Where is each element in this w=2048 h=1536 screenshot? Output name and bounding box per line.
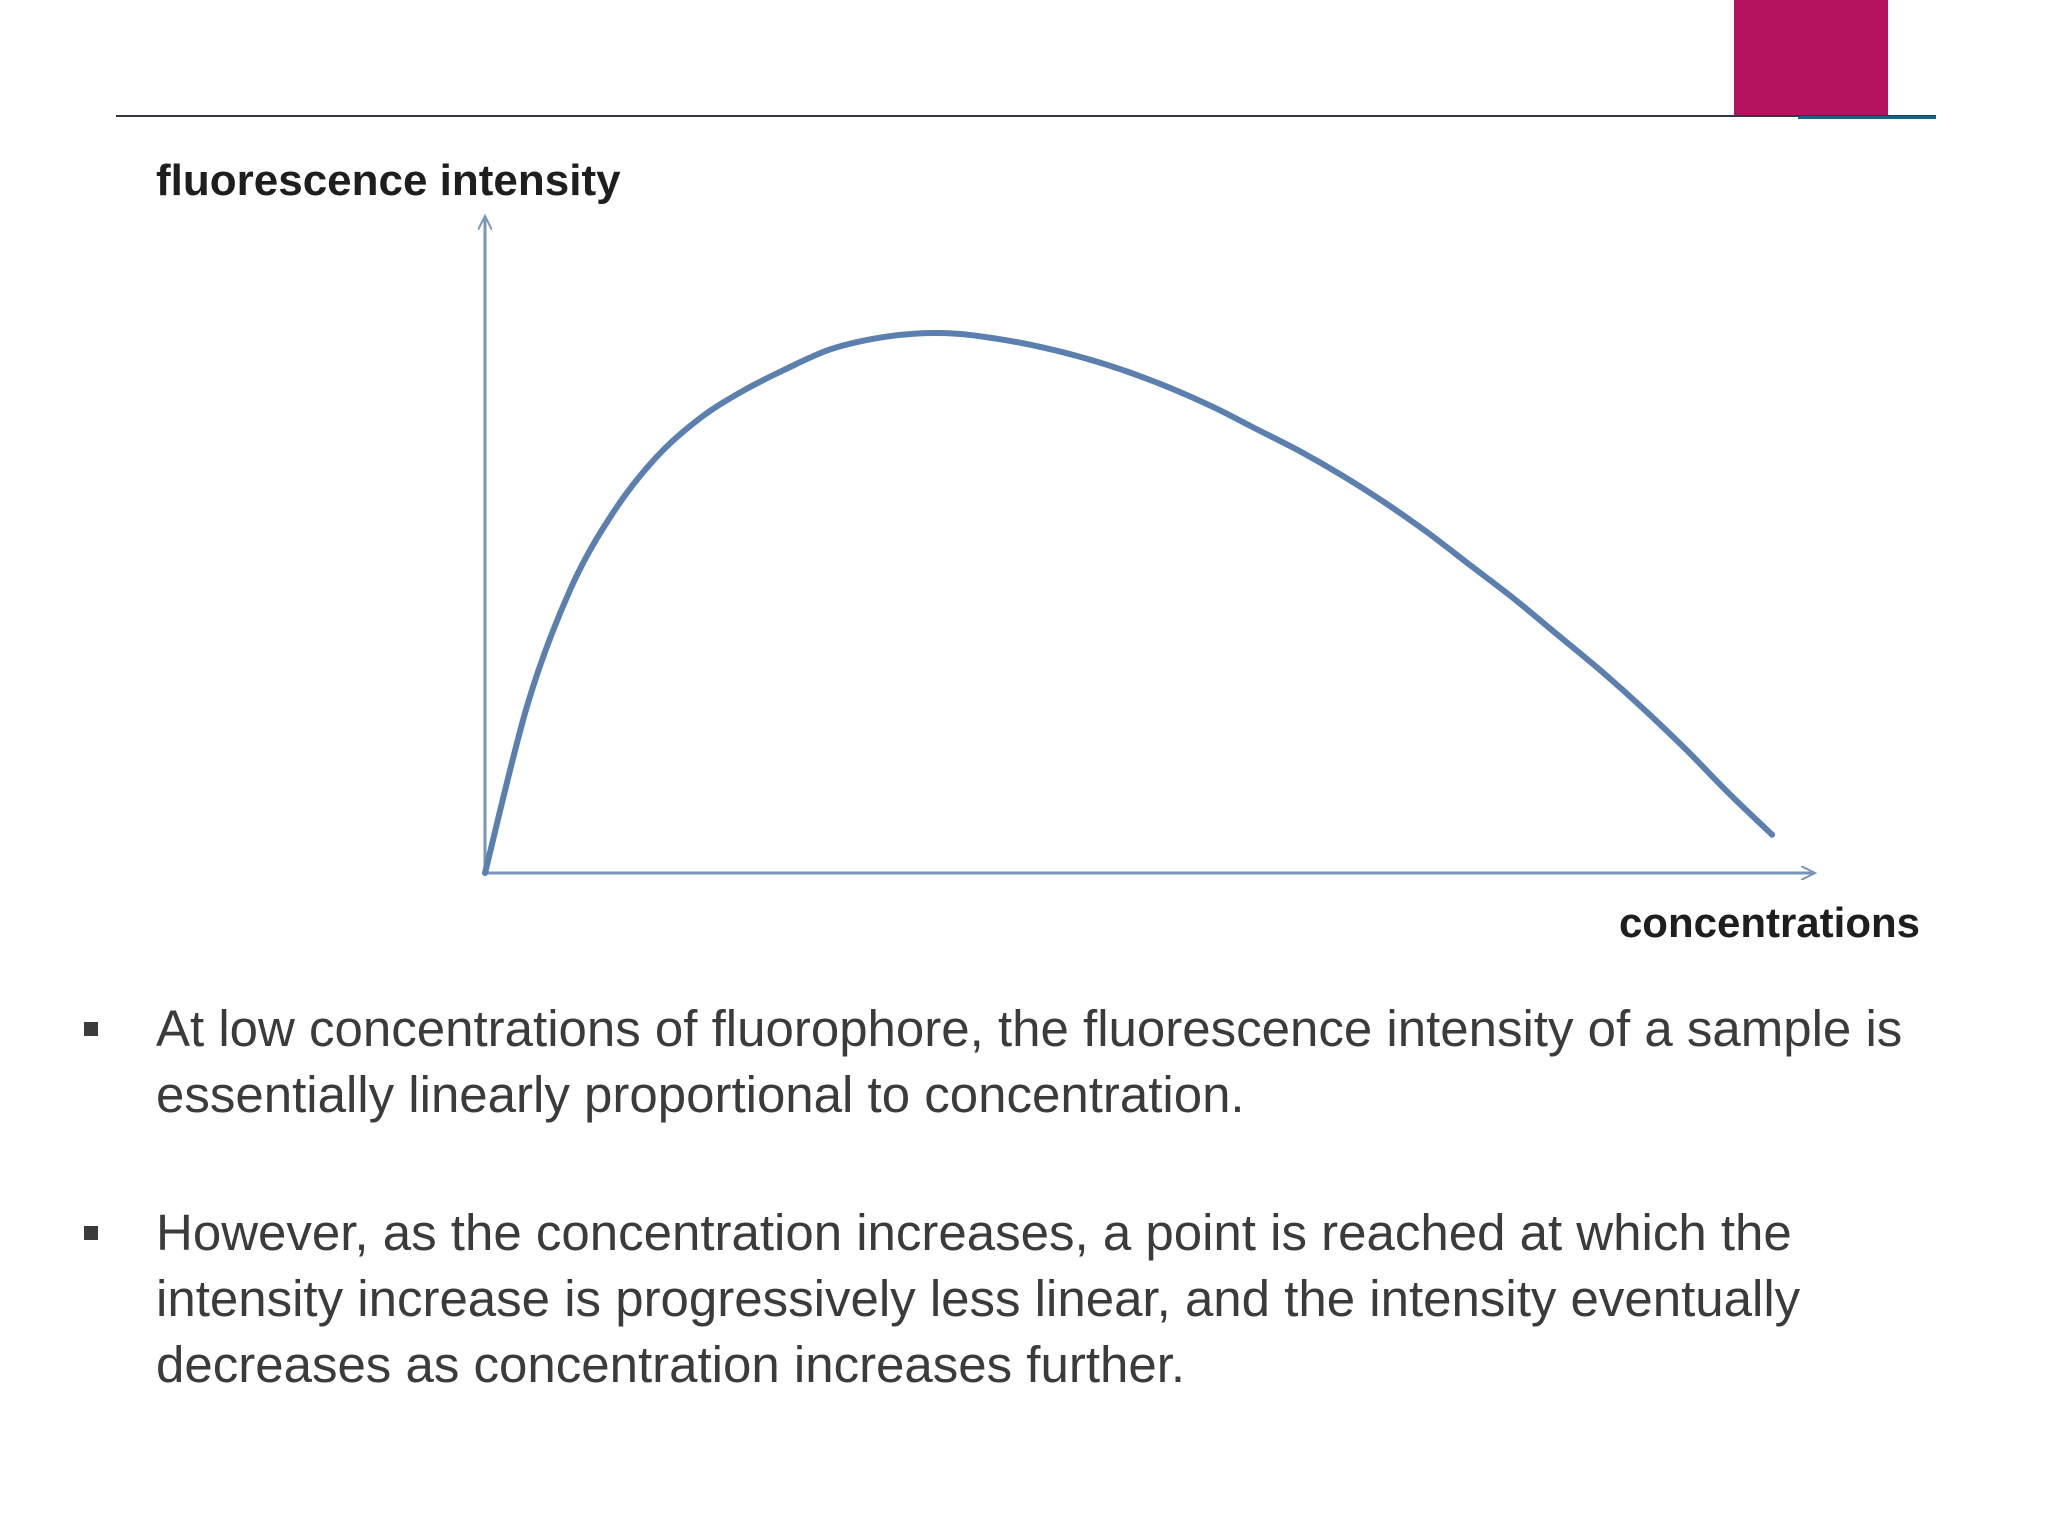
bullet-text: At low concentrations of fluorophore, th… xyxy=(156,1000,1903,1123)
series-line-fluorescence xyxy=(482,330,1776,876)
x-axis-title: concentrations xyxy=(1619,899,1920,946)
header-rule-accent xyxy=(1798,116,1936,119)
y-axis-title: fluorescence intensity xyxy=(156,156,621,205)
bullet-item: At low concentrations of fluorophore, th… xyxy=(76,996,1956,1128)
square-bullet-icon xyxy=(84,1226,98,1240)
fluorescence-chart: fluorescence intensity concentrations xyxy=(140,150,1940,970)
slide-accent-block xyxy=(1734,0,1888,117)
bullet-text: However, as the concentration increases,… xyxy=(156,1204,1801,1393)
chart-svg: fluorescence intensity concentrations xyxy=(156,156,1920,946)
bullet-list: At low concentrations of fluorophore, th… xyxy=(76,996,1956,1398)
header-rule xyxy=(116,115,1936,117)
bullet-item: However, as the concentration increases,… xyxy=(76,1200,1956,1398)
square-bullet-icon xyxy=(84,1022,98,1036)
